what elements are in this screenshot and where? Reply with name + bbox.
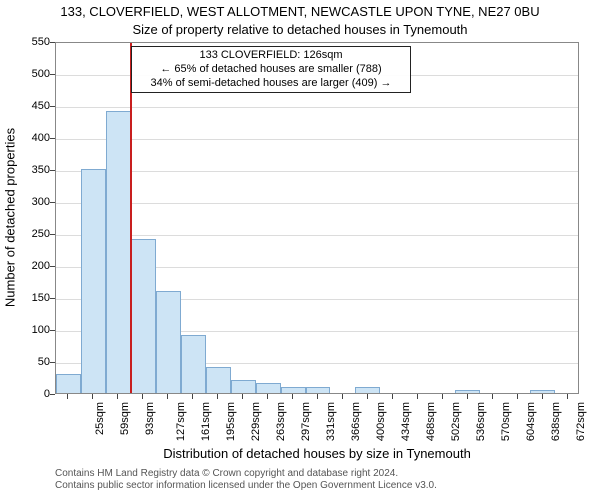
histogram-bar bbox=[306, 387, 331, 393]
x-tick-label: 400sqm bbox=[375, 402, 387, 441]
histogram-bar bbox=[156, 291, 181, 393]
x-tick-mark bbox=[92, 394, 93, 399]
x-axis-label: Distribution of detached houses by size … bbox=[55, 446, 579, 461]
chart-container: { "titles": { "main": "133, CLOVERFIELD,… bbox=[0, 0, 600, 500]
annotation-line: 34% of semi-detached houses are larger (… bbox=[136, 77, 406, 91]
x-tick-mark bbox=[317, 394, 318, 399]
histogram-bar bbox=[206, 367, 231, 393]
chart-title-main: 133, CLOVERFIELD, WEST ALLOTMENT, NEWCAS… bbox=[0, 4, 600, 19]
y-tick-mark bbox=[50, 106, 55, 107]
x-tick-mark bbox=[167, 394, 168, 399]
x-tick-mark bbox=[217, 394, 218, 399]
reference-marker-line bbox=[130, 43, 132, 393]
y-tick-mark bbox=[50, 42, 55, 43]
x-tick-mark bbox=[292, 394, 293, 399]
y-tick-mark bbox=[50, 298, 55, 299]
x-tick-mark bbox=[192, 394, 193, 399]
histogram-bar bbox=[81, 169, 106, 393]
y-tick-label: 200 bbox=[20, 260, 50, 272]
y-tick-label: 350 bbox=[20, 164, 50, 176]
x-tick-label: 195sqm bbox=[225, 402, 237, 441]
y-tick-mark bbox=[50, 266, 55, 267]
y-tick-mark bbox=[50, 394, 55, 395]
y-tick-label: 450 bbox=[20, 100, 50, 112]
y-tick-mark bbox=[50, 74, 55, 75]
y-tick-mark bbox=[50, 234, 55, 235]
histogram-bar bbox=[455, 390, 480, 393]
x-tick-label: 672sqm bbox=[575, 402, 587, 441]
x-tick-label: 25sqm bbox=[95, 402, 107, 435]
x-tick-mark bbox=[67, 394, 68, 399]
x-tick-label: 229sqm bbox=[250, 402, 262, 441]
x-tick-label: 93sqm bbox=[144, 402, 156, 435]
y-tick-label: 100 bbox=[20, 324, 50, 336]
chart-title-sub: Size of property relative to detached ho… bbox=[0, 22, 600, 37]
histogram-bar bbox=[106, 111, 131, 393]
histogram-bar bbox=[355, 387, 380, 393]
y-tick-mark bbox=[50, 138, 55, 139]
x-tick-label: 638sqm bbox=[550, 402, 562, 441]
y-tick-label: 300 bbox=[20, 196, 50, 208]
plot-area: 133 CLOVERFIELD: 126sqm← 65% of detached… bbox=[55, 42, 579, 394]
x-tick-mark bbox=[392, 394, 393, 399]
y-tick-mark bbox=[50, 362, 55, 363]
histogram-bar bbox=[131, 239, 156, 393]
y-tick-label: 550 bbox=[20, 36, 50, 48]
x-tick-label: 536sqm bbox=[475, 402, 487, 441]
x-tick-label: 331sqm bbox=[325, 402, 337, 441]
x-tick-mark bbox=[417, 394, 418, 399]
histogram-bar bbox=[256, 383, 281, 393]
x-tick-label: 434sqm bbox=[400, 402, 412, 441]
y-tick-label: 50 bbox=[20, 356, 50, 368]
gridline-h bbox=[56, 107, 578, 108]
y-tick-label: 400 bbox=[20, 132, 50, 144]
histogram-bar bbox=[231, 380, 256, 393]
footer-line-2: Contains public sector information licen… bbox=[55, 480, 579, 492]
histogram-bar bbox=[56, 374, 81, 393]
x-tick-mark bbox=[492, 394, 493, 399]
x-tick-label: 366sqm bbox=[350, 402, 362, 441]
histogram-bar bbox=[181, 335, 206, 393]
x-tick-label: 297sqm bbox=[300, 402, 312, 441]
x-tick-mark bbox=[267, 394, 268, 399]
x-tick-mark bbox=[367, 394, 368, 399]
footer-line-1: Contains HM Land Registry data © Crown c… bbox=[55, 468, 579, 480]
gridline-h bbox=[56, 171, 578, 172]
x-tick-mark bbox=[242, 394, 243, 399]
footer-attribution: Contains HM Land Registry data © Crown c… bbox=[55, 468, 579, 492]
x-tick-label: 502sqm bbox=[450, 402, 462, 441]
y-tick-mark bbox=[50, 170, 55, 171]
histogram-bar bbox=[530, 390, 555, 393]
gridline-h bbox=[56, 203, 578, 204]
x-tick-label: 127sqm bbox=[175, 402, 187, 441]
histogram-bar bbox=[281, 387, 306, 393]
y-tick-mark bbox=[50, 330, 55, 331]
x-tick-mark bbox=[117, 394, 118, 399]
gridline-h bbox=[56, 235, 578, 236]
x-tick-label: 604sqm bbox=[525, 402, 537, 441]
x-tick-mark bbox=[567, 394, 568, 399]
x-tick-label: 263sqm bbox=[275, 402, 287, 441]
x-tick-mark bbox=[142, 394, 143, 399]
x-tick-mark bbox=[442, 394, 443, 399]
y-tick-label: 500 bbox=[20, 68, 50, 80]
y-tick-label: 250 bbox=[20, 228, 50, 240]
x-tick-label: 468sqm bbox=[425, 402, 437, 441]
y-tick-label: 0 bbox=[20, 388, 50, 400]
annotation-line: 133 CLOVERFIELD: 126sqm bbox=[136, 49, 406, 63]
x-tick-label: 59sqm bbox=[119, 402, 131, 435]
x-tick-mark bbox=[467, 394, 468, 399]
y-axis-label: Number of detached properties bbox=[3, 118, 18, 318]
gridline-h bbox=[56, 139, 578, 140]
x-tick-mark bbox=[517, 394, 518, 399]
x-tick-label: 570sqm bbox=[500, 402, 512, 441]
x-tick-mark bbox=[542, 394, 543, 399]
x-tick-mark bbox=[342, 394, 343, 399]
y-tick-mark bbox=[50, 202, 55, 203]
y-tick-label: 150 bbox=[20, 292, 50, 304]
annotation-line: ← 65% of detached houses are smaller (78… bbox=[136, 63, 406, 77]
x-tick-label: 161sqm bbox=[200, 402, 212, 441]
annotation-box: 133 CLOVERFIELD: 126sqm← 65% of detached… bbox=[131, 46, 411, 93]
